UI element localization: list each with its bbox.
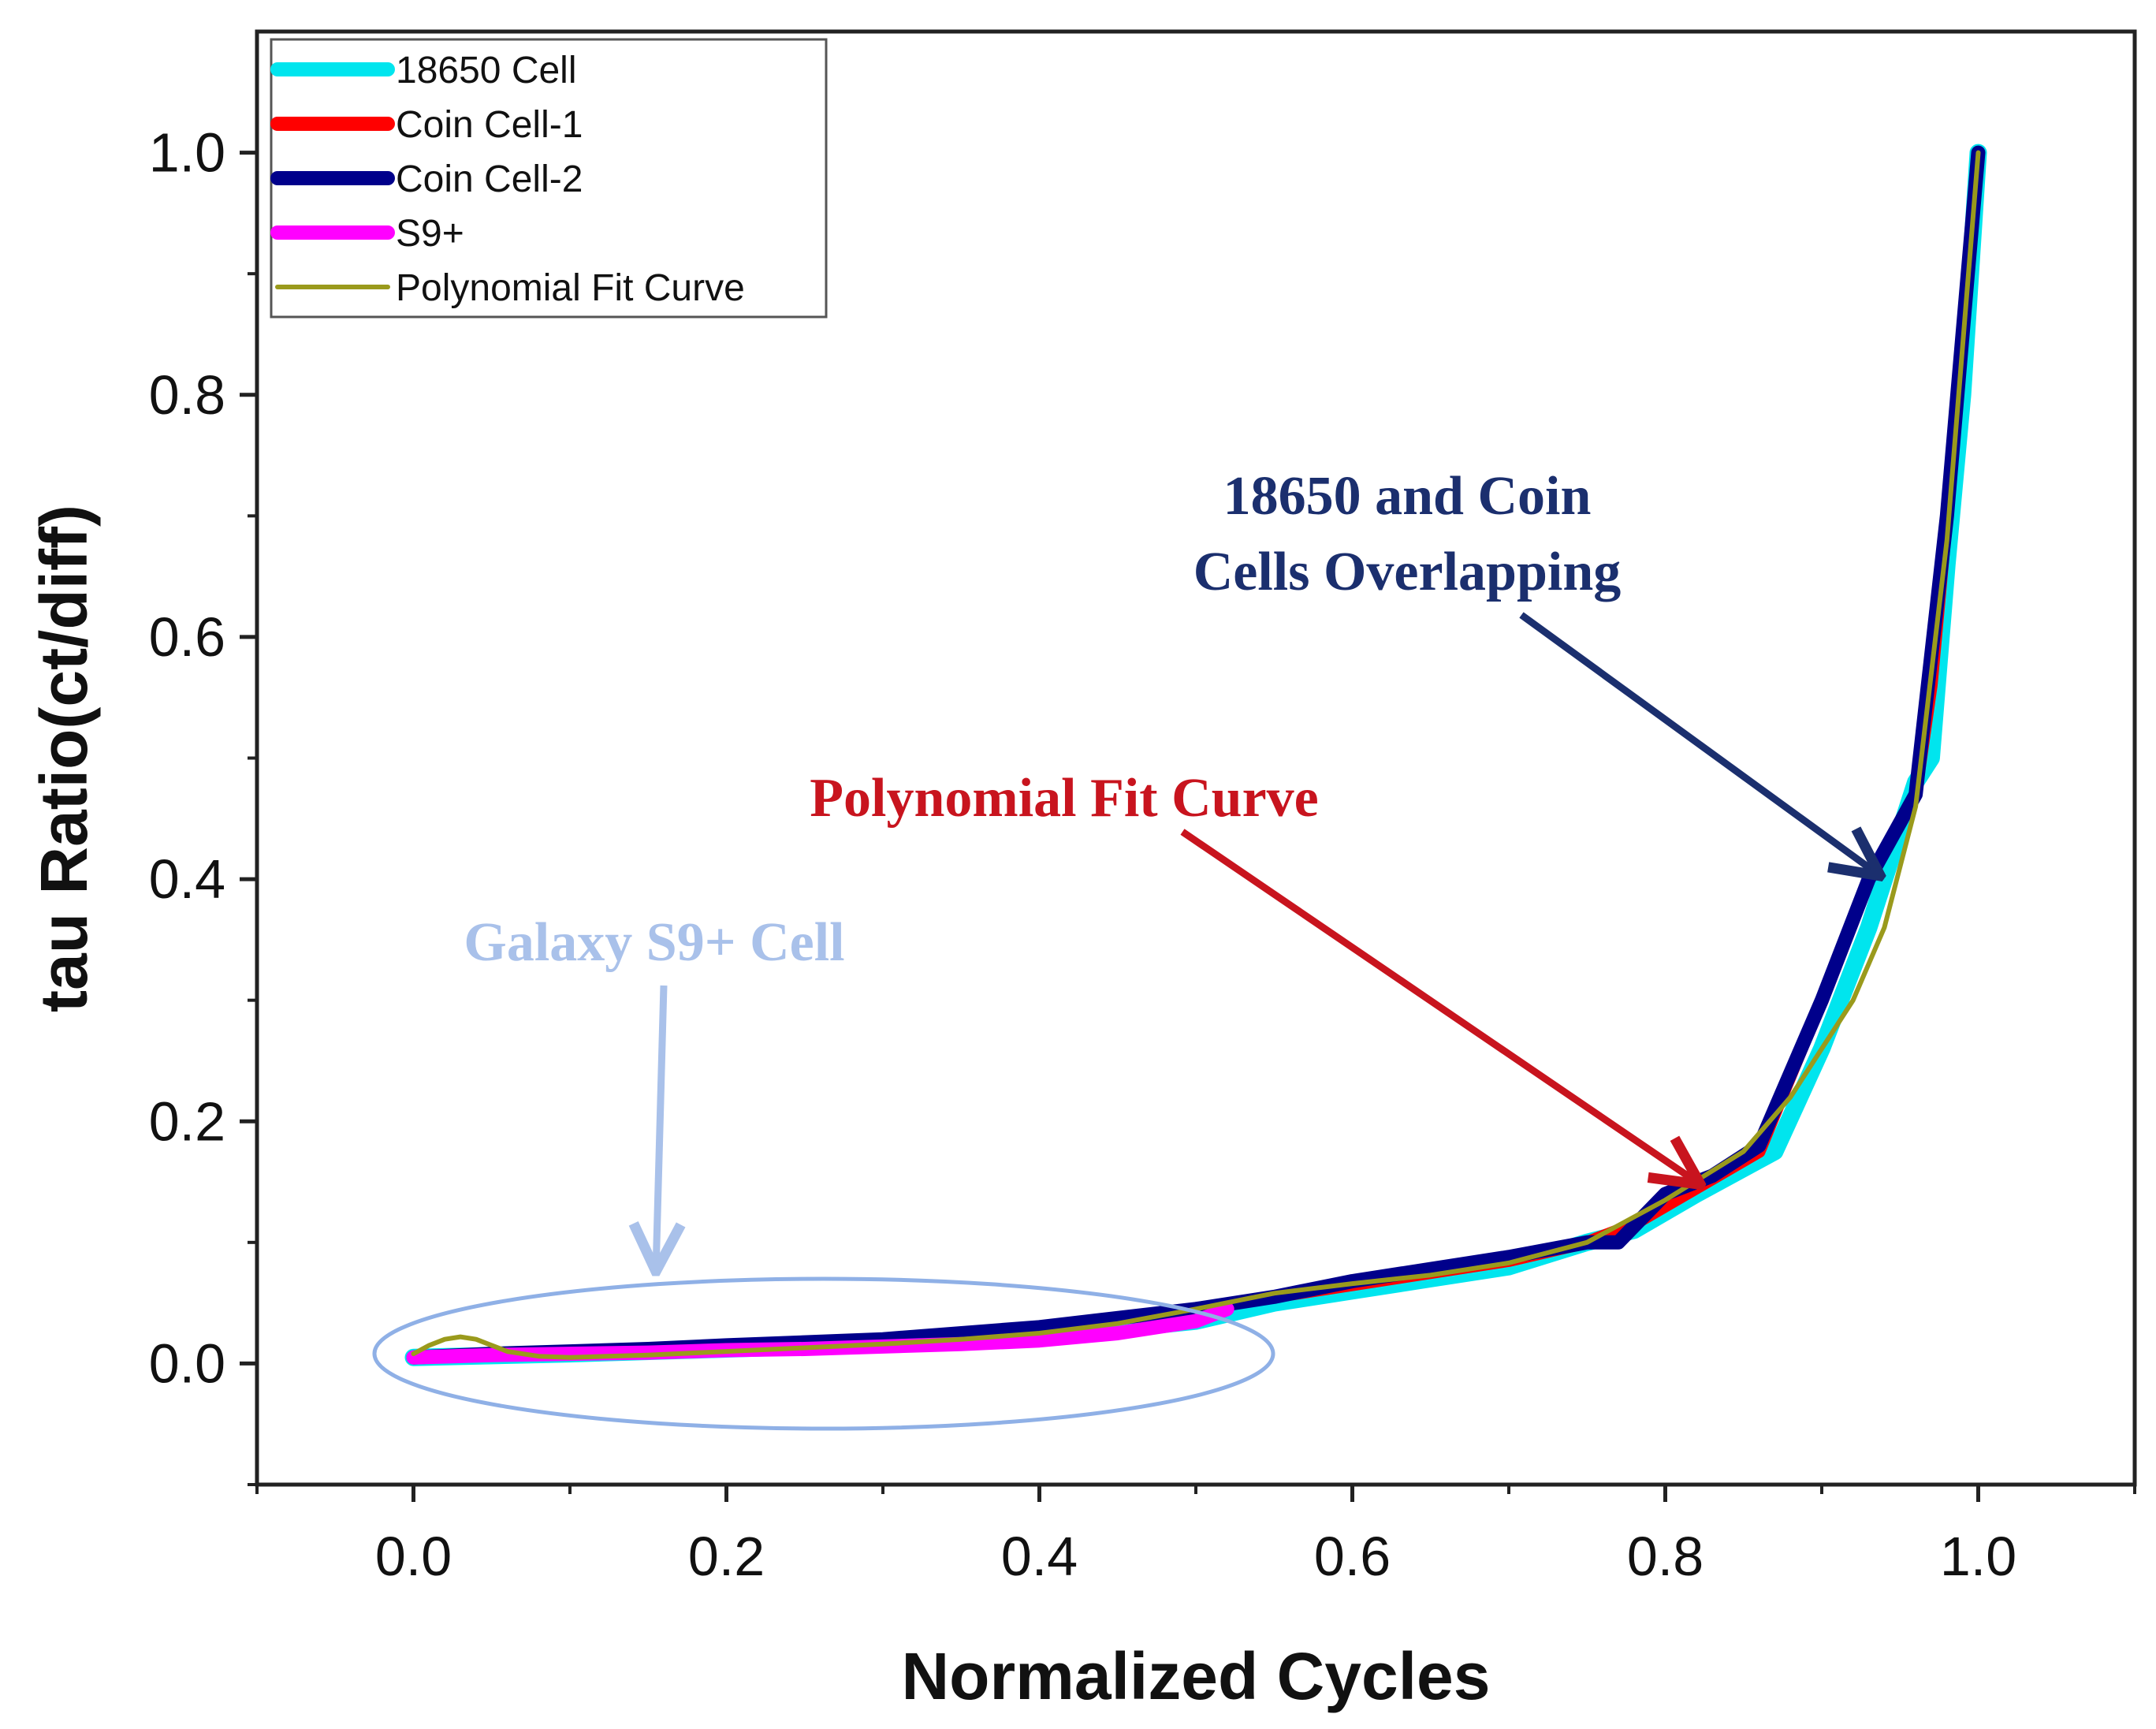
x-tick-label: 0.6 — [1314, 1526, 1391, 1587]
y-axis-title: tau Ratio(ct/diff) — [27, 505, 101, 1012]
series-line-polynomial-fit-curve — [411, 150, 1981, 1360]
data-point-coin-cell-2 — [1612, 1236, 1624, 1248]
series-line-coin-cell-1 — [1268, 146, 1985, 1303]
series-line-18650-cell — [404, 143, 1987, 1366]
data-point-coin-cell-2 — [1424, 1263, 1436, 1275]
legend-label-coin-cell-2: Coin Cell-2 — [396, 158, 583, 200]
x-tick-label: 1.0 — [1940, 1526, 2016, 1587]
x-axis-title: Normalized Cycles — [902, 1639, 1491, 1713]
legend: 18650 Cell Coin Cell-1 Coin Cell-2 S9+ Polyn… — [270, 38, 828, 319]
data-point-coin-cell-2 — [1816, 994, 1827, 1006]
x-tick-label: 0.2 — [688, 1526, 765, 1587]
annotation-18650-coin-line1: 18650 and Coin — [1223, 466, 1592, 527]
x-tick-label: 0.0 — [375, 1526, 452, 1587]
y-tick-label: 0.2 — [149, 1090, 225, 1152]
y-tick-label: 0.0 — [149, 1332, 225, 1394]
annotation-s9-label: Galaxy S9+ Cell — [464, 912, 844, 973]
y-tick-label: 1.0 — [149, 122, 225, 184]
data-point-coin-cell-2 — [1503, 1251, 1514, 1263]
data-point-18650-cell — [1862, 921, 1875, 934]
annotation-polyfit-arrow — [1180, 829, 1696, 1182]
annotation-18650-coin-arrow — [1519, 612, 1877, 873]
legend-marker-coin-cell-1 — [326, 117, 339, 130]
data-point-coin-cell-2 — [1033, 1321, 1045, 1333]
legend-label-coin-cell-1: Coin Cell-1 — [396, 104, 583, 146]
y-tick-label: 0.8 — [149, 364, 225, 426]
s9-highlight-ellipse — [372, 1276, 1275, 1431]
data-point-s9 — [1221, 1303, 1233, 1315]
series-layer — [404, 143, 1987, 1366]
data-point-coin-cell-2 — [1753, 1139, 1765, 1151]
data-point-s9 — [486, 1349, 497, 1361]
x-tick-label: 0.8 — [1627, 1526, 1704, 1587]
legend-label-s9: S9+ — [396, 213, 464, 255]
x-tick-label: 0.4 — [1001, 1526, 1078, 1587]
legend-label-18650-cell: 18650 Cell — [396, 50, 577, 91]
annotation-polyfit-label: Polynomial Fit Curve — [810, 768, 1318, 829]
data-point-s9 — [1033, 1335, 1045, 1347]
legend-marker-18650-cell — [326, 63, 339, 76]
data-point-18650-cell — [1924, 751, 1938, 765]
data-point-coin-cell-2 — [1863, 874, 1875, 885]
annotation-18650-coin: 18650 and Coin Cells Overlapping — [1193, 466, 1877, 873]
data-point-s9 — [1112, 1328, 1123, 1340]
y-tick-label: 0.6 — [149, 606, 225, 668]
ticks-layer: 0.0 0.2 0.4 0.6 0.8 1.0 0.0 0.2 0.4 0.6 0.8 1.0 — [149, 122, 2136, 1587]
annotation-s9: Galaxy S9+ Cell — [464, 912, 845, 1267]
annotation-polyfit: Polynomial Fit Curve — [810, 768, 1696, 1182]
annotation-s9-arrow — [656, 985, 664, 1267]
annotation-18650-coin-line2: Cells Overlapping — [1193, 542, 1622, 602]
y-tick-label: 0.4 — [149, 848, 225, 910]
data-point-18650-cell — [1768, 1145, 1782, 1158]
legend-marker-s9 — [326, 226, 339, 239]
data-point-s9 — [1190, 1315, 1201, 1327]
legend-label-polynomial-fit-curve: Polynomial Fit Curve — [396, 267, 745, 309]
legend-marker-coin-cell-2 — [326, 172, 339, 184]
